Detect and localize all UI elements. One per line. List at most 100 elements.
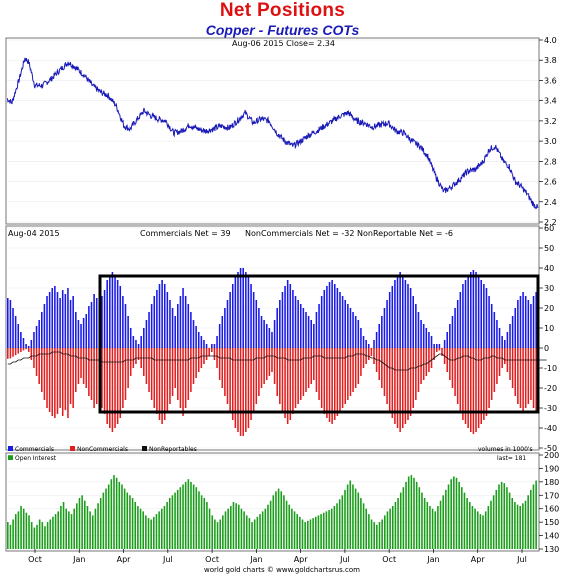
commercials-bar <box>485 348 488 416</box>
open-interest-bar <box>389 508 391 549</box>
open-interest-bar <box>476 511 479 549</box>
commercials-bar <box>360 348 362 376</box>
open-interest-bar <box>214 519 216 549</box>
open-interest-bar <box>291 508 293 549</box>
noncommercials-bar <box>263 320 265 348</box>
noncommercials-bar <box>145 320 148 348</box>
noncommercials-bar <box>271 332 273 348</box>
noncommercials-bar <box>132 336 135 348</box>
noncommercials-bar <box>156 290 158 348</box>
commercials-bar <box>218 348 221 380</box>
open-interest-bar <box>360 498 362 549</box>
open-interest-bar <box>105 488 107 549</box>
price-gridlines <box>7 39 538 223</box>
noncommercials-bar <box>46 296 48 348</box>
noncommercials-bar <box>344 300 346 348</box>
noncommercials-bar <box>367 344 370 348</box>
noncommercials-bar <box>446 332 449 348</box>
cot-y-tick-label: 40 <box>544 264 554 273</box>
open-interest-bar <box>352 484 354 549</box>
x-tick-label: Oct <box>382 555 396 564</box>
commercials-bar <box>281 348 284 412</box>
commercials-bar <box>93 348 95 408</box>
open-interest-bar <box>349 480 352 549</box>
commercials-bar <box>163 348 166 420</box>
commercials-bar <box>41 348 43 392</box>
commercials-bar <box>61 348 64 416</box>
commercials-bar <box>190 348 192 392</box>
noncommercials-bar <box>90 302 93 348</box>
x-tick-label: Jul <box>516 555 527 564</box>
open-interest-bar <box>57 511 60 549</box>
noncommercials-bar <box>171 308 174 348</box>
noncommercials-bar <box>213 344 216 348</box>
commercials-bar <box>464 348 467 424</box>
open-interest-bar <box>232 502 235 549</box>
noncommercials-bar <box>163 284 166 348</box>
page-title: Net Positions <box>219 0 346 21</box>
cot-legend: Commercials NonCommercials NonReportable… <box>8 446 533 453</box>
footer-credit: world gold charts © www.goldchartsrus.co… <box>204 566 360 574</box>
noncommercials-bar <box>420 320 422 348</box>
open-interest-bar <box>190 481 192 549</box>
commercials-bar <box>373 348 375 364</box>
open-interest-bar <box>134 502 137 549</box>
commercials-bar <box>456 348 459 404</box>
open-interest-bar <box>14 514 17 549</box>
commercials-bar <box>124 348 127 400</box>
open-interest-bar <box>346 484 349 549</box>
noncommercials-bar <box>197 332 200 348</box>
noncommercials-bar <box>323 290 326 348</box>
commercials-bar <box>446 348 449 372</box>
commercials-bar <box>56 348 59 414</box>
noncommercials-bar <box>143 328 145 348</box>
noncommercials-bar <box>150 304 153 348</box>
open-interest-bar <box>405 481 407 549</box>
commercials-bar <box>469 348 472 432</box>
commercials-bar <box>328 348 331 422</box>
open-interest-bar <box>519 506 521 549</box>
cot-panel: Aug-04 2015 Commercials Net = 39 NonComm… <box>5 224 557 453</box>
commercials-bar <box>166 348 169 412</box>
open-interest-bar <box>36 524 38 549</box>
open-interest-bar <box>211 515 214 549</box>
open-interest-bar <box>437 506 439 549</box>
noncommercials-bar <box>224 308 226 348</box>
open-interest-bar <box>341 495 344 549</box>
cot-y-tick-label: -50 <box>544 444 557 453</box>
noncommercials-bar <box>435 344 438 348</box>
cot-bars <box>7 268 537 436</box>
commercials-bar <box>177 348 179 400</box>
cot-y-tick-label: 10 <box>544 324 554 333</box>
noncommercials-bar <box>456 300 459 348</box>
noncommercials-bar <box>333 284 336 348</box>
open-interest-bar <box>376 524 378 549</box>
commercials-bar <box>331 348 333 424</box>
oi-y-tick-label: 170 <box>544 491 559 500</box>
commercials-bar <box>153 348 156 408</box>
open-interest-bar <box>7 522 9 549</box>
noncommercials-bar <box>72 296 74 348</box>
commercials-bar <box>310 348 312 384</box>
open-interest-bar <box>208 508 211 549</box>
open-interest-bar <box>25 512 28 549</box>
commercials-bar <box>106 348 108 424</box>
oi-y-tick-label: 180 <box>544 478 559 487</box>
commercials-bar <box>161 348 163 424</box>
commercials-bar <box>250 348 252 420</box>
commercials-bar <box>477 348 480 428</box>
open-interest-bar <box>17 511 20 549</box>
open-interest-bar <box>431 508 434 549</box>
commercials-bar <box>370 348 373 356</box>
open-interest-bar <box>248 518 251 549</box>
noncommercials-bar <box>378 324 381 348</box>
noncommercials-bar <box>140 336 142 348</box>
commercials-bar <box>276 348 278 396</box>
noncommercials-bar <box>425 328 428 348</box>
open-interest-bar <box>261 511 264 549</box>
commercials-bar <box>200 348 203 368</box>
open-interest-bar <box>407 476 410 549</box>
open-interest-bar <box>235 503 237 549</box>
open-interest-bar <box>91 515 94 549</box>
